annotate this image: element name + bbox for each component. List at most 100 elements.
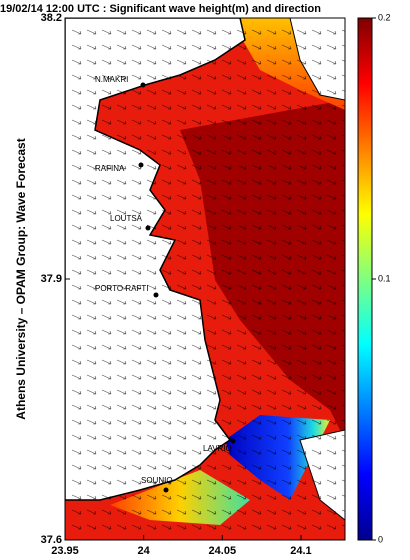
wave-arrow xyxy=(101,464,112,470)
wave-arrow xyxy=(86,209,97,215)
wave-arrow xyxy=(176,284,187,290)
place-dot xyxy=(145,225,151,231)
wave-arrow xyxy=(251,464,262,470)
wave-arrow xyxy=(341,479,345,482)
wave-arrow xyxy=(131,479,142,485)
wave-arrow xyxy=(191,509,202,515)
wave-arrow xyxy=(161,29,172,35)
wave-arrow xyxy=(146,434,157,440)
wave-arrow xyxy=(281,419,292,425)
wave-arrow xyxy=(146,29,157,35)
wave-arrow xyxy=(101,239,112,245)
wave-arrow xyxy=(131,404,142,410)
wave-arrow xyxy=(311,404,322,410)
wave-arrow xyxy=(296,374,307,380)
wave-arrow xyxy=(191,419,202,425)
wave-arrow xyxy=(341,449,345,452)
wave-arrow xyxy=(251,344,262,350)
wave-arrow xyxy=(266,494,277,500)
wave-arrow xyxy=(86,239,97,245)
wave-arrow xyxy=(131,29,142,35)
wave-arrow xyxy=(176,254,187,260)
wave-arrow xyxy=(71,404,82,410)
wave-arrow xyxy=(221,29,232,35)
wave-arrow xyxy=(236,404,247,410)
wave-arrow xyxy=(296,344,307,350)
wave-arrow xyxy=(176,389,187,395)
wave-arrow xyxy=(86,359,97,365)
wave-arrow xyxy=(71,524,82,530)
wave-arrow xyxy=(101,209,112,215)
wave-arrow xyxy=(311,134,322,140)
wave-arrow xyxy=(161,464,172,470)
wave-arrow xyxy=(221,314,232,320)
wave-arrow xyxy=(131,254,142,260)
wave-arrow xyxy=(326,509,337,515)
wave-arrow xyxy=(146,359,157,365)
wave-arrow xyxy=(266,179,277,185)
wave-arrow xyxy=(296,404,307,410)
wave-arrow xyxy=(296,149,307,155)
wave-arrow xyxy=(116,239,127,245)
wave-arrow xyxy=(311,224,322,230)
wave-arrow xyxy=(71,494,82,500)
wave-arrow xyxy=(251,449,262,455)
wave-arrow xyxy=(86,284,97,290)
wave-arrow xyxy=(176,209,187,215)
wave-arrow xyxy=(206,374,217,380)
wave-arrow xyxy=(161,179,172,185)
wave-arrow xyxy=(221,284,232,290)
wave-arrow xyxy=(296,464,307,470)
wave-arrow xyxy=(116,449,127,455)
wave-arrow xyxy=(101,74,112,80)
wave-arrow xyxy=(341,299,345,302)
wave-arrow xyxy=(326,224,337,230)
wave-arrow xyxy=(311,314,322,320)
wave-arrow xyxy=(191,329,202,335)
wave-arrow xyxy=(311,269,322,275)
wave-arrow xyxy=(86,254,97,260)
wave-arrow xyxy=(191,479,202,485)
wave-arrow xyxy=(101,299,112,305)
wave-arrow xyxy=(236,314,247,320)
wave-arrow xyxy=(236,209,247,215)
wave-arrow xyxy=(326,179,337,185)
wave-arrow xyxy=(116,164,127,170)
wave-arrow xyxy=(221,194,232,200)
wave-arrow xyxy=(146,479,157,485)
wave-arrow xyxy=(296,494,307,500)
wave-arrow xyxy=(341,134,345,137)
wave-arrow xyxy=(251,359,262,365)
wave-arrow xyxy=(101,329,112,335)
wave-arrow xyxy=(341,329,345,332)
wave-arrow xyxy=(281,329,292,335)
title: 19/02/14 12:00 UTC : Significant wave he… xyxy=(0,3,321,15)
wave-arrow xyxy=(296,299,307,305)
map-area xyxy=(65,18,345,540)
wave-arrow xyxy=(296,254,307,260)
wave-arrow xyxy=(146,179,157,185)
wave-arrow xyxy=(251,179,262,185)
wave-arrow xyxy=(71,314,82,320)
wave-arrow xyxy=(161,284,172,290)
wave-arrow xyxy=(296,59,307,65)
wave-arrow xyxy=(311,194,322,200)
wave-arrow xyxy=(236,29,247,35)
wave-arrow xyxy=(116,434,127,440)
wave-arrow xyxy=(161,344,172,350)
wave-arrow xyxy=(191,314,202,320)
wave-arrow xyxy=(176,224,187,230)
wave-arrow xyxy=(161,299,172,305)
wave-arrow xyxy=(251,329,262,335)
low-wave-zone xyxy=(225,415,330,500)
wave-arrow xyxy=(236,284,247,290)
wave-arrow xyxy=(131,74,142,80)
wave-arrow xyxy=(86,374,97,380)
wave-arrow xyxy=(206,524,217,530)
wave-arrow xyxy=(236,194,247,200)
wave-arrow xyxy=(311,149,322,155)
wave-arrow xyxy=(71,344,82,350)
wave-arrow xyxy=(281,359,292,365)
wave-arrow xyxy=(326,269,337,275)
wave-arrow xyxy=(296,74,307,80)
